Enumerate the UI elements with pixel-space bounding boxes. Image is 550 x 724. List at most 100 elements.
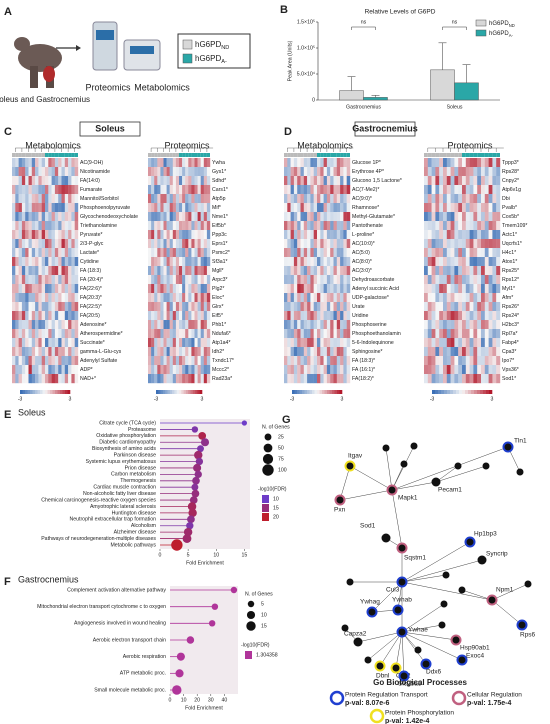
legend-name: hG6PD (195, 40, 221, 49)
heatmap-cell (172, 221, 177, 231)
heatmap-cell (188, 158, 192, 168)
heatmap-cell (182, 212, 186, 222)
heatmap-cell (346, 284, 351, 294)
heatmap-cell (293, 194, 298, 204)
heatmap-cell (175, 302, 180, 312)
heatmap-cell (446, 302, 451, 312)
heatmap-cell (488, 374, 493, 384)
heatmap-cell (191, 248, 195, 258)
heatmap-cell (188, 176, 192, 186)
heatmap-cell (320, 239, 324, 249)
heatmap-cell (443, 248, 447, 258)
heatmap-cell (163, 185, 167, 195)
heatmap-cell (61, 239, 65, 249)
node (344, 460, 356, 472)
heatmap-cell (58, 374, 62, 384)
heatmap-cell (38, 230, 42, 240)
heatmap-cell (175, 158, 180, 168)
heatmap-cell (492, 311, 497, 321)
heatmap-cell (185, 239, 189, 249)
heatmap-cell (31, 356, 36, 366)
heatmap-cell (427, 347, 432, 357)
heatmap-cell (323, 203, 328, 213)
group-bar (191, 153, 195, 157)
heatmap-cell (48, 230, 52, 240)
heatmap-cell (340, 284, 344, 294)
heatmap-cell (477, 194, 482, 204)
heatmap-cell (166, 257, 170, 267)
heatmap-cell (206, 320, 211, 330)
heatmap-cell (435, 257, 440, 267)
legend-ring (451, 690, 467, 706)
heatmap-cell (200, 329, 204, 339)
group-bar (443, 153, 447, 157)
heatmap-cell (336, 374, 341, 384)
heatmap-cell (462, 356, 466, 366)
heatmap-cell (15, 266, 19, 276)
legend-swatch (182, 39, 193, 50)
heatmap-cell (188, 203, 192, 213)
heatmap-cell (465, 185, 470, 195)
heatmap-cell (21, 347, 26, 357)
row-label: Rad23a* (212, 376, 232, 382)
heatmap-cell (35, 212, 39, 222)
heatmap-cell (166, 338, 170, 348)
heatmap-cell (320, 158, 324, 168)
group-bar (297, 153, 301, 157)
heatmap-cell (25, 158, 29, 168)
heatmap-cell (307, 374, 311, 384)
heatmap-cell (317, 203, 321, 213)
heatmap-cell (435, 320, 440, 330)
heatmap-cell (454, 248, 459, 258)
heatmap-cell (481, 347, 485, 357)
x-axis-label: Fold Enrichment (185, 705, 223, 711)
row-label: FA (18:3) (80, 268, 101, 274)
heatmap-cell (74, 203, 79, 213)
heatmap-cell (163, 338, 167, 348)
heatmap-cell (182, 311, 186, 321)
heatmap-cell (194, 203, 198, 213)
heatmap-cell (446, 293, 451, 303)
legend-sub: A- (221, 59, 227, 65)
heatmap-cell (320, 329, 324, 339)
heatmap-cell (496, 338, 501, 348)
heatmap-cell (424, 356, 428, 366)
heatmap-cell (307, 185, 311, 195)
heatmap-cell (326, 365, 331, 375)
heatmap-cell (41, 221, 46, 231)
row-label: AC(9-OH) (80, 160, 103, 166)
heatmap-cell (496, 194, 501, 204)
heatmap-cell (166, 311, 170, 321)
colorbar (317, 390, 320, 394)
heatmap-cell (51, 275, 56, 285)
heatmap-cell (74, 365, 79, 375)
y-tick-label: Diabetic cardiomyopathy (99, 440, 156, 446)
heatmap-cell (21, 320, 26, 330)
colorbar (62, 390, 66, 394)
heatmap-cell (160, 203, 164, 213)
heatmap-cell (157, 284, 161, 294)
heatmap-cell (15, 212, 19, 222)
heatmap-cell (64, 158, 69, 168)
heatmap-cell (203, 374, 208, 384)
heatmap-cell (179, 374, 183, 384)
heatmap-cell (310, 302, 314, 312)
heatmap-cell (346, 338, 351, 348)
heatmap-cell (330, 266, 334, 276)
heatmap-cell (48, 248, 52, 258)
heatmap-cell (293, 320, 298, 330)
heatmap-cell (333, 194, 337, 204)
heatmap-cell (28, 347, 32, 357)
heatmap-cell (481, 329, 485, 339)
heatmap-cell (346, 275, 351, 285)
heatmap-cell (469, 338, 474, 348)
heatmap-cell (284, 248, 288, 258)
heatmap-cell (333, 329, 337, 339)
heatmap-cell (484, 248, 489, 258)
heatmap-cell (38, 275, 42, 285)
heatmap-cell (469, 194, 474, 204)
heatmap-cell (443, 311, 447, 321)
heatmap-cell (182, 320, 186, 330)
heatmap-cell (346, 329, 351, 339)
heatmap-cell (323, 293, 328, 303)
